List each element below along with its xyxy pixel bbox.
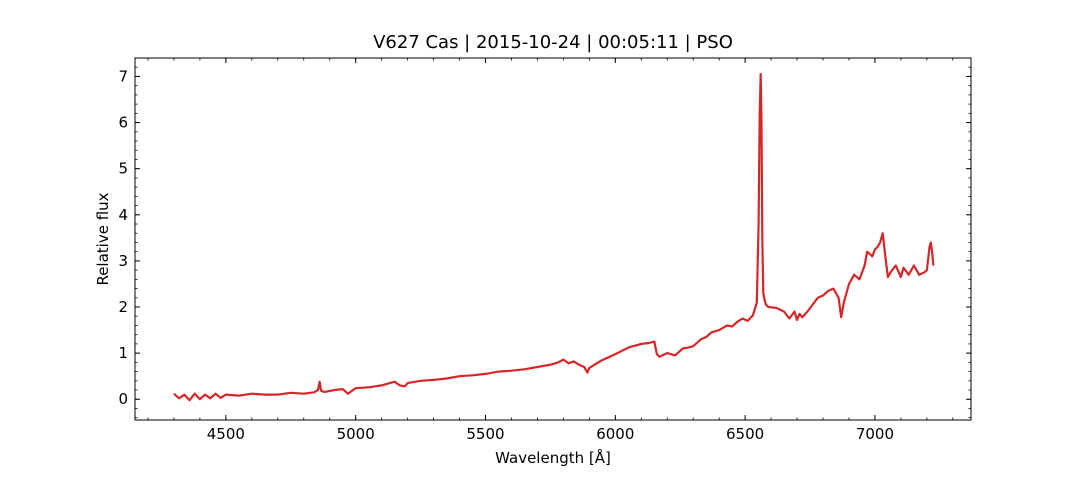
x-axis: 4500 5000 5500 6000 6500 7000 bbox=[147, 58, 954, 443]
y-tick-label: 2 bbox=[118, 298, 128, 316]
x-tick-label: 4500 bbox=[207, 425, 245, 443]
y-tick-label: 4 bbox=[118, 206, 128, 224]
x-tick-label: 6500 bbox=[726, 425, 764, 443]
x-tick-label: 5000 bbox=[337, 425, 375, 443]
y-tick-label: 5 bbox=[118, 160, 128, 178]
x-tick-label: 6000 bbox=[596, 425, 634, 443]
x-tick-label: 5500 bbox=[466, 425, 504, 443]
y-axis: 0 1 2 3 4 5 6 7 bbox=[118, 57, 971, 419]
x-tick-label: 7000 bbox=[856, 425, 894, 443]
y-tick-label: 0 bbox=[118, 390, 128, 408]
y-tick-label: 1 bbox=[118, 344, 128, 362]
x-axis-label: Wavelength [Å] bbox=[495, 448, 611, 467]
plot-area bbox=[173, 73, 935, 402]
y-tick-label: 3 bbox=[118, 252, 128, 270]
y-tick-label: 7 bbox=[118, 67, 128, 85]
y-axis-label: Relative flux bbox=[94, 192, 112, 285]
chart-title: V627 Cas | 2015-10-24 | 00:05:11 | PSO bbox=[373, 32, 733, 53]
plot-frame bbox=[134, 57, 972, 421]
y-tick-label: 6 bbox=[118, 114, 128, 132]
spectrum-line bbox=[173, 73, 935, 402]
